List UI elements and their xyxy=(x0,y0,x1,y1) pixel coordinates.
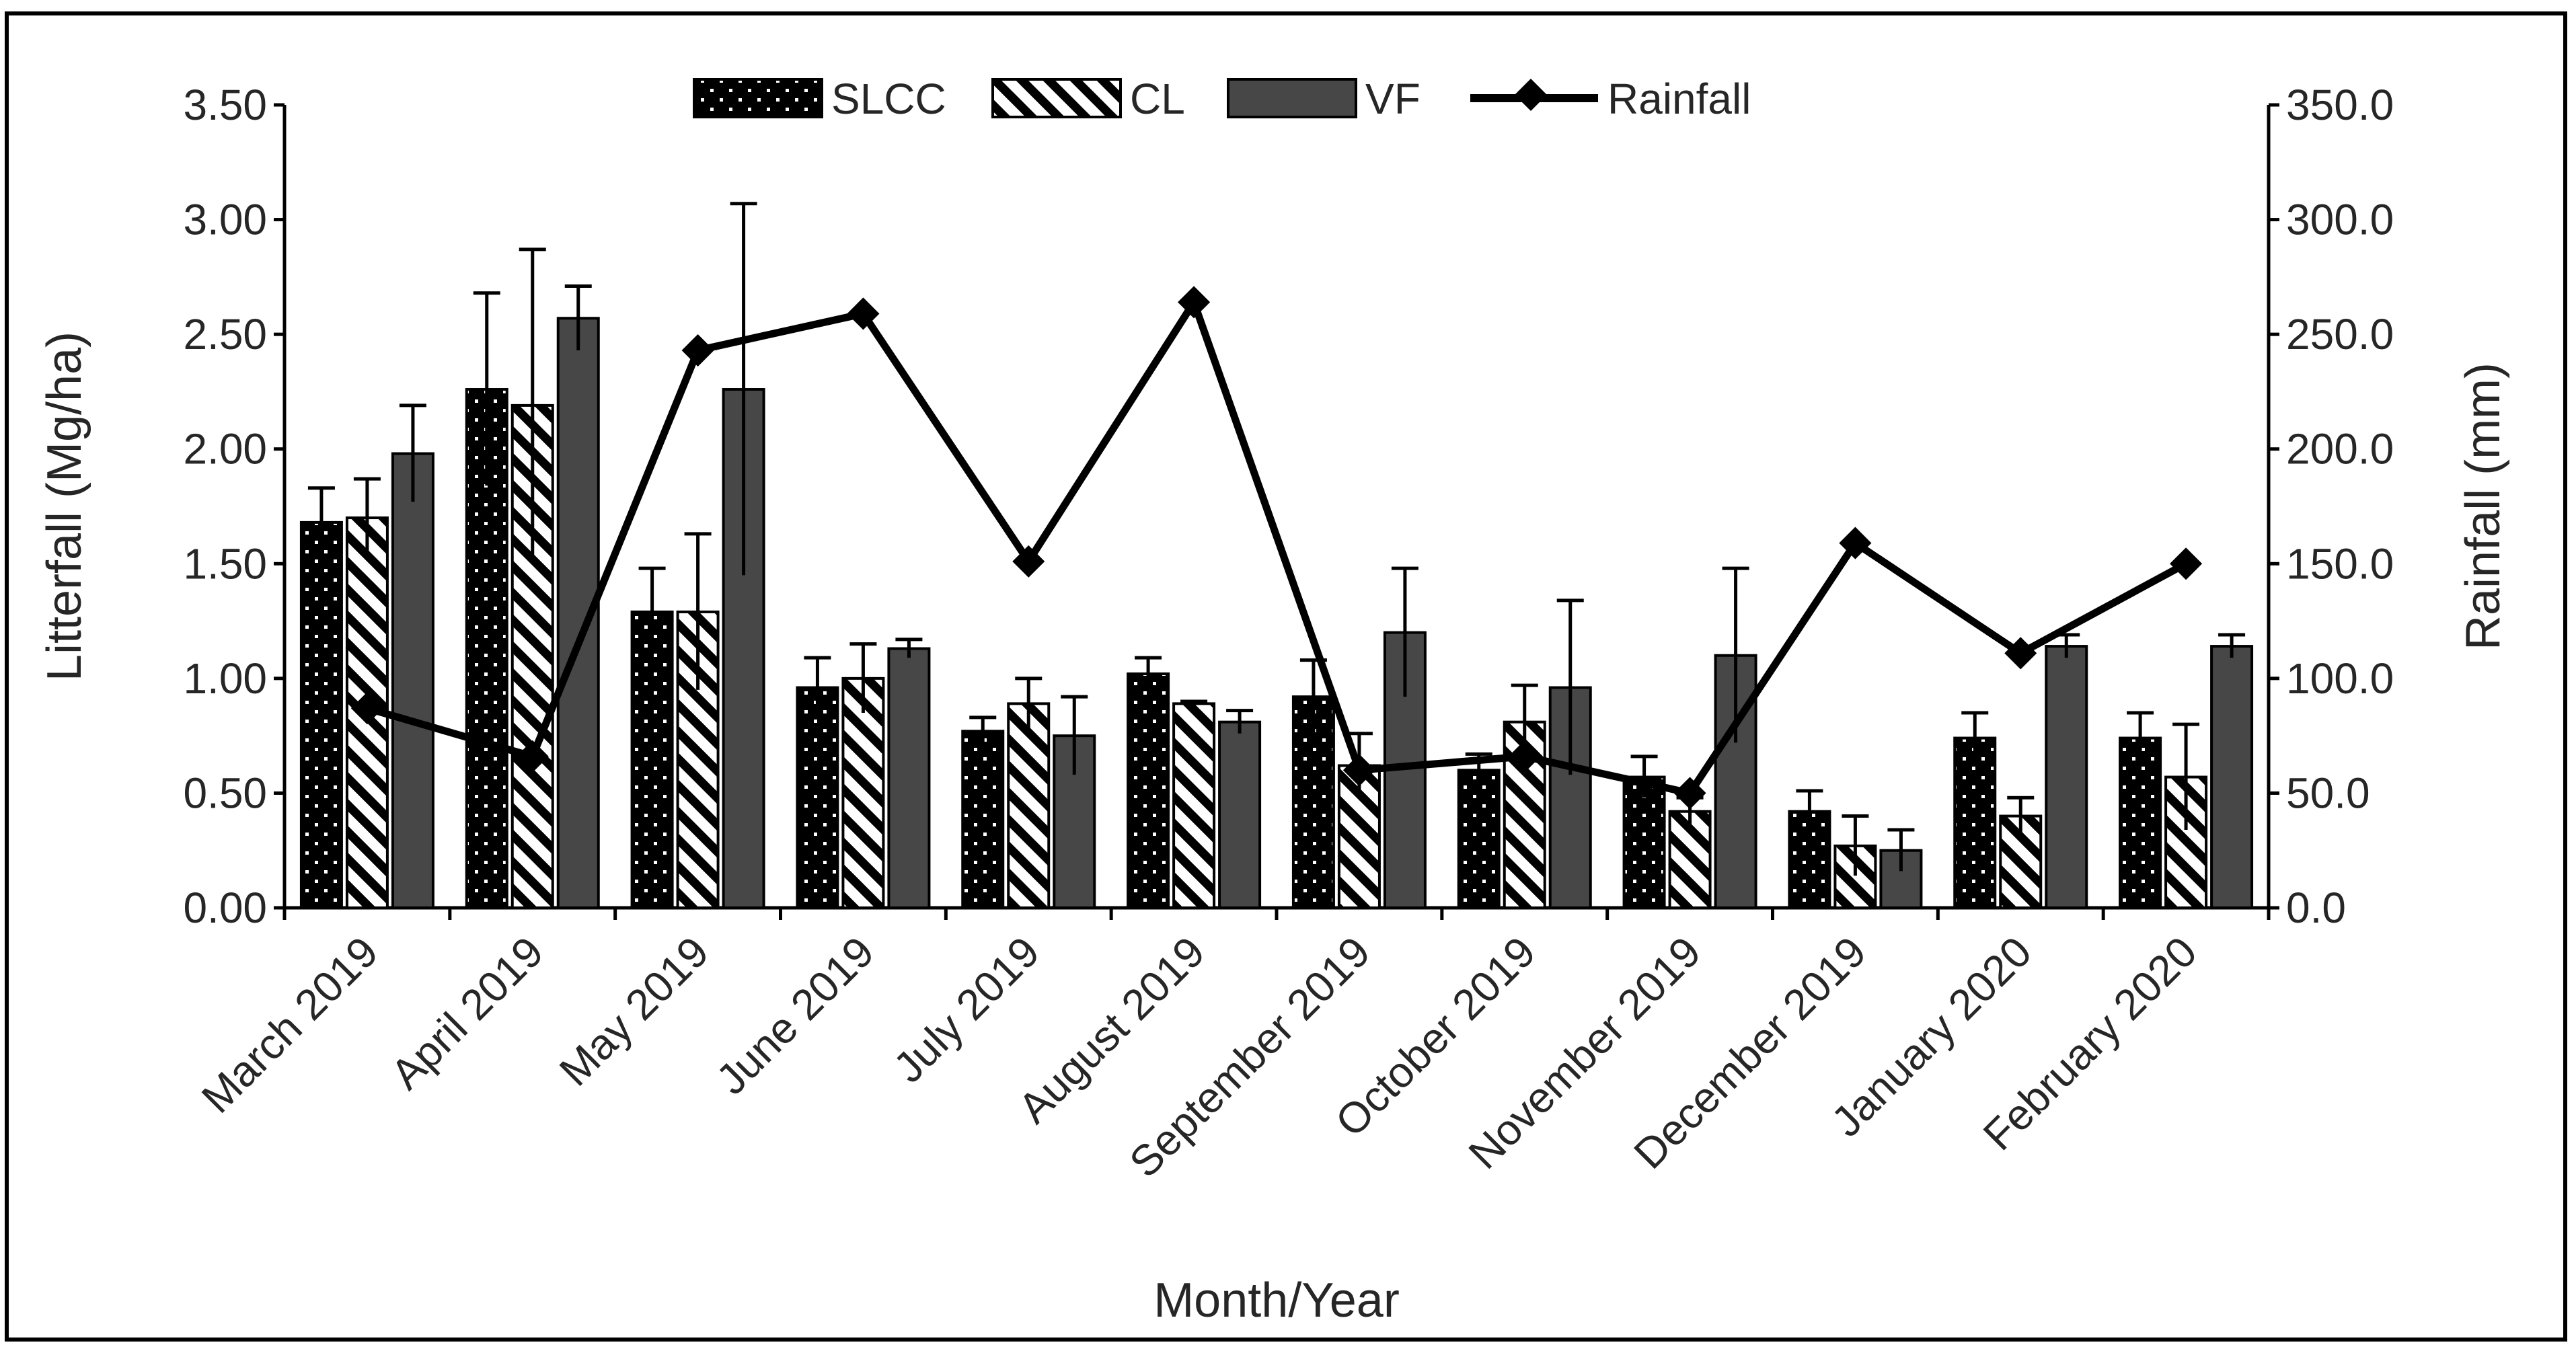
rainfall-point xyxy=(2004,637,2037,670)
y2-tick-label: 0.0 xyxy=(2286,884,2346,932)
y2-axis-title: Rainfall (mm) xyxy=(2456,362,2510,650)
bar-vf xyxy=(2045,645,2088,910)
bar-slcc xyxy=(299,520,343,909)
bar-slcc xyxy=(1457,769,1501,910)
bar-slcc xyxy=(1127,672,1170,910)
y-tick-label: 0.00 xyxy=(183,884,267,932)
y2-tick-label: 150.0 xyxy=(2286,539,2394,588)
legend-label-slcc: SLCC xyxy=(831,75,946,123)
bar-slcc xyxy=(796,686,839,909)
y2-tick-label: 50.0 xyxy=(2286,769,2370,817)
bar-vf xyxy=(722,388,765,909)
y2-tick-label: 300.0 xyxy=(2286,196,2394,244)
bar-cl xyxy=(1172,702,1216,909)
legend-label-cl: CL xyxy=(1130,75,1185,123)
y2-tick-label: 200.0 xyxy=(2286,425,2394,473)
x-category-label: April 2019 xyxy=(381,927,553,1099)
legend-marker-rainfall xyxy=(1514,78,1548,112)
x-category-label: March 2019 xyxy=(192,927,387,1122)
y-tick-label: 3.00 xyxy=(183,196,267,244)
x-category-label: June 2019 xyxy=(707,927,883,1104)
y-tick-label: 2.00 xyxy=(183,425,267,473)
y-axis-title: Litterfall (Mg/ha) xyxy=(38,332,91,681)
y-tick-label: 3.50 xyxy=(183,81,267,129)
y-tick-label: 1.00 xyxy=(183,654,267,703)
bar-slcc xyxy=(2119,736,2162,910)
rainfall-point xyxy=(1839,527,1872,559)
legend-swatch-slcc xyxy=(693,78,823,118)
bar-slcc xyxy=(630,610,674,909)
rainfall-point xyxy=(681,334,714,367)
bar-cl xyxy=(1668,810,1712,909)
bar-slcc xyxy=(1953,736,1997,910)
legend-label-rainfall: Rainfall xyxy=(1607,75,1751,123)
x-category-label: May 2019 xyxy=(550,927,718,1095)
legend-label-vf: VF xyxy=(1365,75,1420,123)
bar-vf xyxy=(1218,720,1262,910)
rainfall-point xyxy=(1508,740,1541,773)
bar-cl xyxy=(1007,702,1051,909)
bar-vf xyxy=(2210,645,2254,910)
bar-cl xyxy=(841,676,885,909)
y-tick-label: 1.50 xyxy=(183,539,267,588)
chart-frame xyxy=(5,11,2567,1342)
rainfall-point xyxy=(2170,547,2203,580)
legend-swatch-cl xyxy=(991,78,1122,118)
y2-tick-label: 250.0 xyxy=(2286,310,2394,358)
x-category-label: July 2019 xyxy=(884,927,1049,1092)
x-axis-title: Month/Year xyxy=(1153,1274,1400,1327)
y-tick-label: 0.50 xyxy=(183,769,267,817)
y2-tick-label: 100.0 xyxy=(2286,654,2394,703)
rainfall-line xyxy=(366,298,2188,797)
legend-swatch-vf xyxy=(1227,78,1357,118)
legend: SLCC CL VF Rainfall xyxy=(693,75,1751,123)
bar-vf xyxy=(391,452,434,909)
bar-cl xyxy=(2164,775,2208,910)
rainfall-point xyxy=(1673,777,1706,810)
bar-vf xyxy=(887,647,931,909)
y-tick-label: 2.50 xyxy=(183,310,267,358)
bar-slcc xyxy=(961,730,1005,909)
y2-tick-label: 350.0 xyxy=(2286,81,2394,129)
